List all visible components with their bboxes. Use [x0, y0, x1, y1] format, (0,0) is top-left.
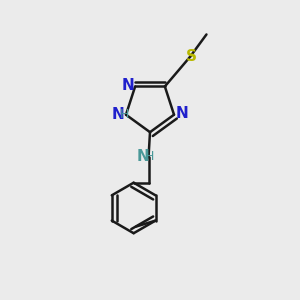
Text: H: H: [119, 108, 129, 121]
Text: N: N: [176, 106, 188, 121]
Text: S: S: [185, 49, 197, 64]
Text: N: N: [121, 78, 134, 93]
Text: N: N: [137, 149, 149, 164]
Text: N: N: [111, 106, 124, 122]
Text: H: H: [145, 150, 154, 163]
